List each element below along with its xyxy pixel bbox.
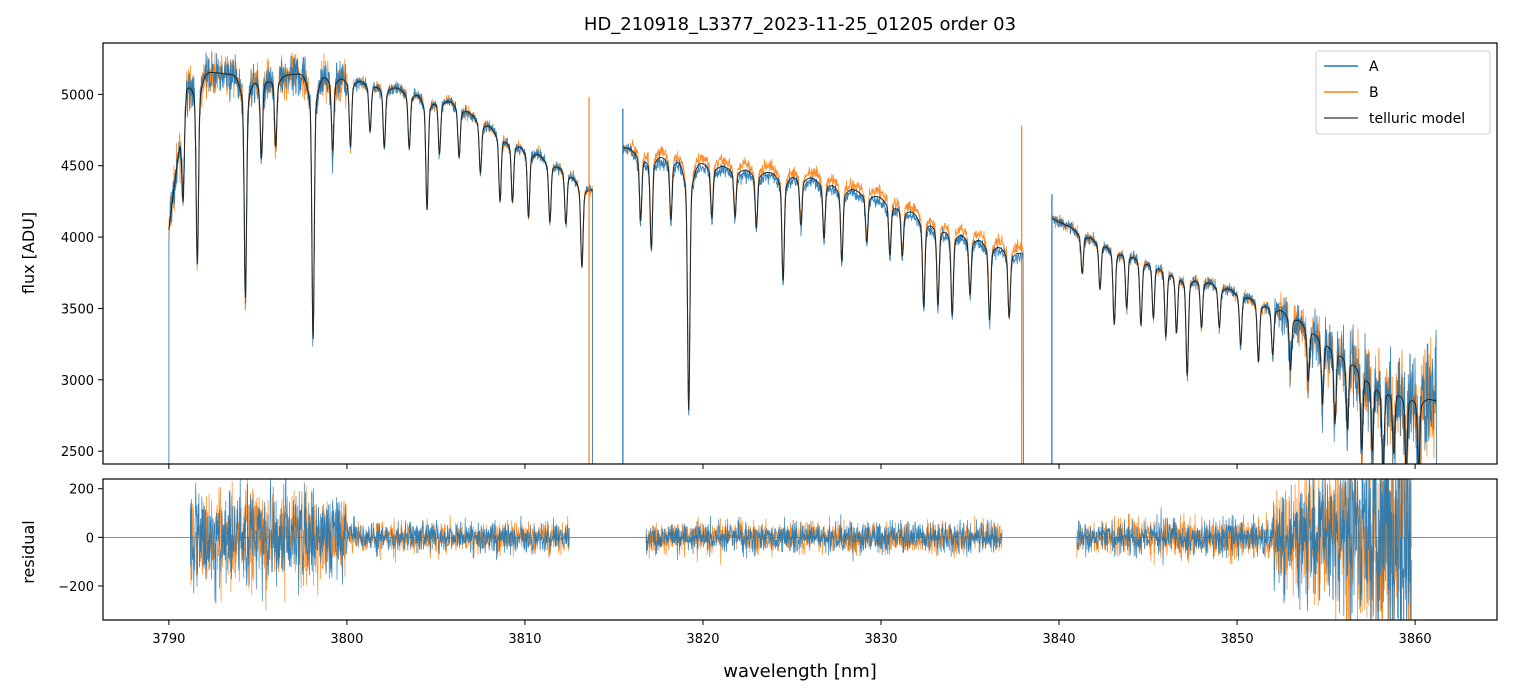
flux-ytick-label: 3500 — [61, 302, 94, 317]
flux-panel-frame — [102, 42, 1498, 465]
residual-ytick-label: −200 — [58, 580, 94, 595]
series-B-segment-3 — [1051, 213, 1437, 464]
xtick-label: 3810 — [508, 632, 541, 647]
series-B-segment-2 — [622, 139, 1024, 464]
xlabel: wavelength [nm] — [723, 661, 877, 682]
xtick-label: 3790 — [152, 632, 185, 647]
xtick-label: 3860 — [1399, 632, 1432, 647]
legend-label-A: A — [1369, 59, 1379, 75]
series-A-segment-1 — [168, 51, 593, 464]
legend-label-model: telluric model — [1369, 111, 1465, 127]
series-A-segment-2 — [622, 143, 1024, 464]
xtick-label: 3820 — [686, 632, 719, 647]
flux-ylabel: flux [ADU] — [19, 212, 38, 294]
xtick-label: 3800 — [330, 632, 363, 647]
legend-label-B: B — [1369, 85, 1379, 101]
residual-axes: 3790 3800 3810 3820 3830 3840 3850 3860 −200 0 200 — [58, 483, 1431, 647]
residual-ylabel: residual — [19, 520, 38, 583]
flux-ytick-label: 4500 — [61, 160, 94, 175]
xtick-label: 3850 — [1221, 632, 1254, 647]
residual-panel-data — [103, 479, 1497, 620]
residual-ytick-label: 200 — [69, 483, 94, 498]
flux-ytick-label: 3000 — [61, 374, 94, 389]
flux-ytick-label: 4000 — [61, 231, 94, 246]
flux-axes: 2500 3000 3500 4000 4500 5000 — [61, 88, 1416, 469]
series-B-segment-1 — [168, 52, 593, 464]
telluric-model-segment-1 — [168, 71, 593, 340]
chart-title: HD_210918_L3377_2023-11-25_01205 order 0… — [584, 14, 1016, 35]
legend: A B telluric model — [1315, 50, 1491, 135]
flux-ytick-label: 2500 — [61, 445, 94, 460]
residual-panel-frame — [102, 478, 1498, 621]
flux-panel-data — [168, 51, 1437, 464]
residual-A-segment-3 — [1076, 479, 1412, 620]
residual-ytick-label: 0 — [86, 531, 94, 546]
legend-box — [1315, 50, 1491, 135]
telluric-model-segment-3 — [1051, 218, 1437, 464]
telluric-model-segment-2 — [622, 146, 1024, 411]
flux-ytick-label: 5000 — [61, 88, 94, 103]
residual-A-segment-1 — [189, 479, 570, 604]
xtick-label: 3840 — [1042, 632, 1075, 647]
xtick-label: 3830 — [864, 632, 897, 647]
residual-A-segment-2 — [645, 514, 1003, 562]
